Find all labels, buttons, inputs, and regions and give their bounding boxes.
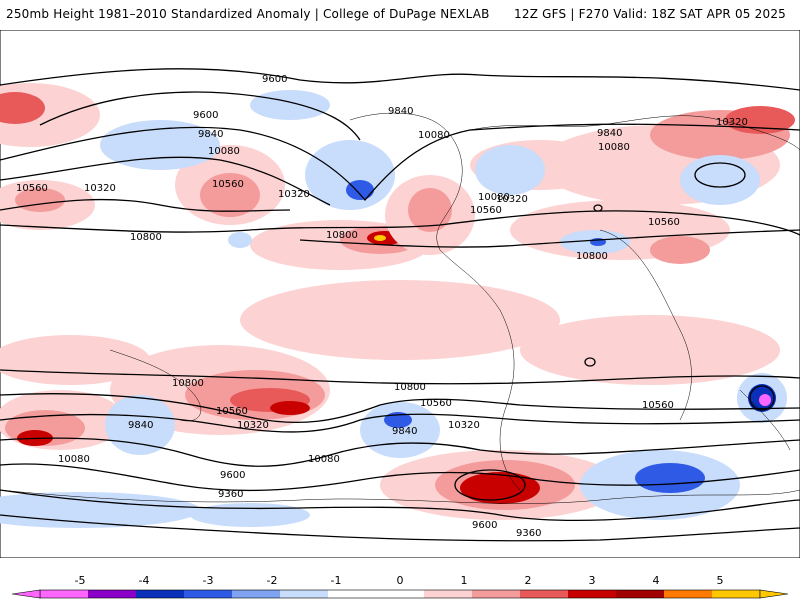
contour-label: 9360 xyxy=(516,528,541,539)
contour-label: 9840 xyxy=(392,426,417,437)
contour-label: 10320 xyxy=(278,189,310,200)
contour-label: 10320 xyxy=(716,117,748,128)
contour-label: 10320 xyxy=(84,183,116,194)
contour-label: 10800 xyxy=(172,378,204,389)
header: 250mb Height 1981–2010 Standardized Anom… xyxy=(0,0,800,30)
contour-label: 9840 xyxy=(388,106,413,117)
contour-label: 10800 xyxy=(130,232,162,243)
contour-label: 10080 xyxy=(418,130,450,141)
colorbar-tick-label: 5 xyxy=(717,574,724,587)
contour-label: 10560 xyxy=(648,217,680,228)
colorbar-tick-label: 4 xyxy=(653,574,660,587)
map-canvas: 9600 9600 9840 9840 10080 10080 10080 10… xyxy=(0,30,800,558)
contour-label: 10560 xyxy=(642,400,674,411)
contour-label: 10080 xyxy=(58,454,90,465)
colorbar-tick-label: 2 xyxy=(525,574,532,587)
colorbar-bar xyxy=(11,589,789,599)
contour-label: 10560 xyxy=(420,398,452,409)
contour-label: 9840 xyxy=(597,128,622,139)
colorbar-segment xyxy=(88,590,137,598)
colorbar-tick-label: 0 xyxy=(397,574,404,587)
colorbar-segment xyxy=(520,590,569,598)
model-valid-time: 12Z GFS | F270 Valid: 18Z SAT APR 05 202… xyxy=(514,7,786,21)
contour-label: 9600 xyxy=(193,110,218,121)
colorbar-segment xyxy=(40,590,89,598)
coastlines xyxy=(0,112,800,504)
contour-label: 10080 xyxy=(598,142,630,153)
colorbar-segment xyxy=(424,590,473,598)
colorbar-tick-label: -4 xyxy=(139,574,150,587)
contour-labels: 9600 9600 9840 9840 10080 10080 10080 10… xyxy=(16,74,748,539)
contour-label: 10080 xyxy=(308,454,340,465)
colorbar-tick-label: 1 xyxy=(461,574,468,587)
contour-label: 10560 xyxy=(212,179,244,190)
colorbar-segment xyxy=(568,590,617,598)
colorbar-svg: -5 -4 -3 -2 -1 0 1 2 3 4 5 xyxy=(11,574,789,599)
contour-label: 9600 xyxy=(262,74,287,85)
colorbar-segment xyxy=(376,590,425,598)
colorbar-min-arrow xyxy=(11,589,41,599)
colorbar-segment xyxy=(472,590,521,598)
colorbar-tick-label: -5 xyxy=(75,574,86,587)
colorbar-segment xyxy=(616,590,665,598)
contour-label: 10800 xyxy=(394,382,426,393)
contour-label: 10320 xyxy=(448,420,480,431)
colorbar-segment xyxy=(328,590,377,598)
map-title: 250mb Height 1981–2010 Standardized Anom… xyxy=(6,7,490,21)
contour-label: 9600 xyxy=(472,520,497,531)
colorbar-max-arrow xyxy=(759,589,789,599)
contour-label: 10080 xyxy=(478,192,510,203)
contour-label: 9600 xyxy=(220,470,245,481)
colorbar-tick-label: -1 xyxy=(331,574,342,587)
contour-label: 10320 xyxy=(496,194,528,205)
contour-label: 10800 xyxy=(326,230,358,241)
height-contours xyxy=(0,68,800,542)
contour-label: 9840 xyxy=(198,129,223,140)
colorbar-segment xyxy=(280,590,329,598)
contour-label: 10080 xyxy=(208,146,240,157)
contour-label: 10560 xyxy=(216,406,248,417)
anomaly-map: 9600 9600 9840 9840 10080 10080 10080 10… xyxy=(0,30,800,558)
colorbar-segment xyxy=(712,590,761,598)
colorbar-segment xyxy=(232,590,281,598)
colorbar-segment xyxy=(184,590,233,598)
colorbar-tick-label: -3 xyxy=(203,574,214,587)
contour-label: 10800 xyxy=(576,251,608,262)
contour-label: 9360 xyxy=(218,489,243,500)
contour-label: 9840 xyxy=(128,420,153,431)
contour-label: 10560 xyxy=(470,205,502,216)
colorbar-tick-label: -2 xyxy=(267,574,278,587)
colorbar-segment xyxy=(664,590,713,598)
colorbar: -5 -4 -3 -2 -1 0 1 2 3 4 5 xyxy=(0,560,800,600)
colorbar-tick-label: 3 xyxy=(589,574,596,587)
positive-anomaly-shading xyxy=(0,83,795,520)
contour-label: 10320 xyxy=(237,420,269,431)
colorbar-segment xyxy=(136,590,185,598)
contour-label: 10560 xyxy=(16,183,48,194)
colorbar-tick-labels: -5 -4 -3 -2 -1 0 1 2 3 4 5 xyxy=(75,574,724,587)
